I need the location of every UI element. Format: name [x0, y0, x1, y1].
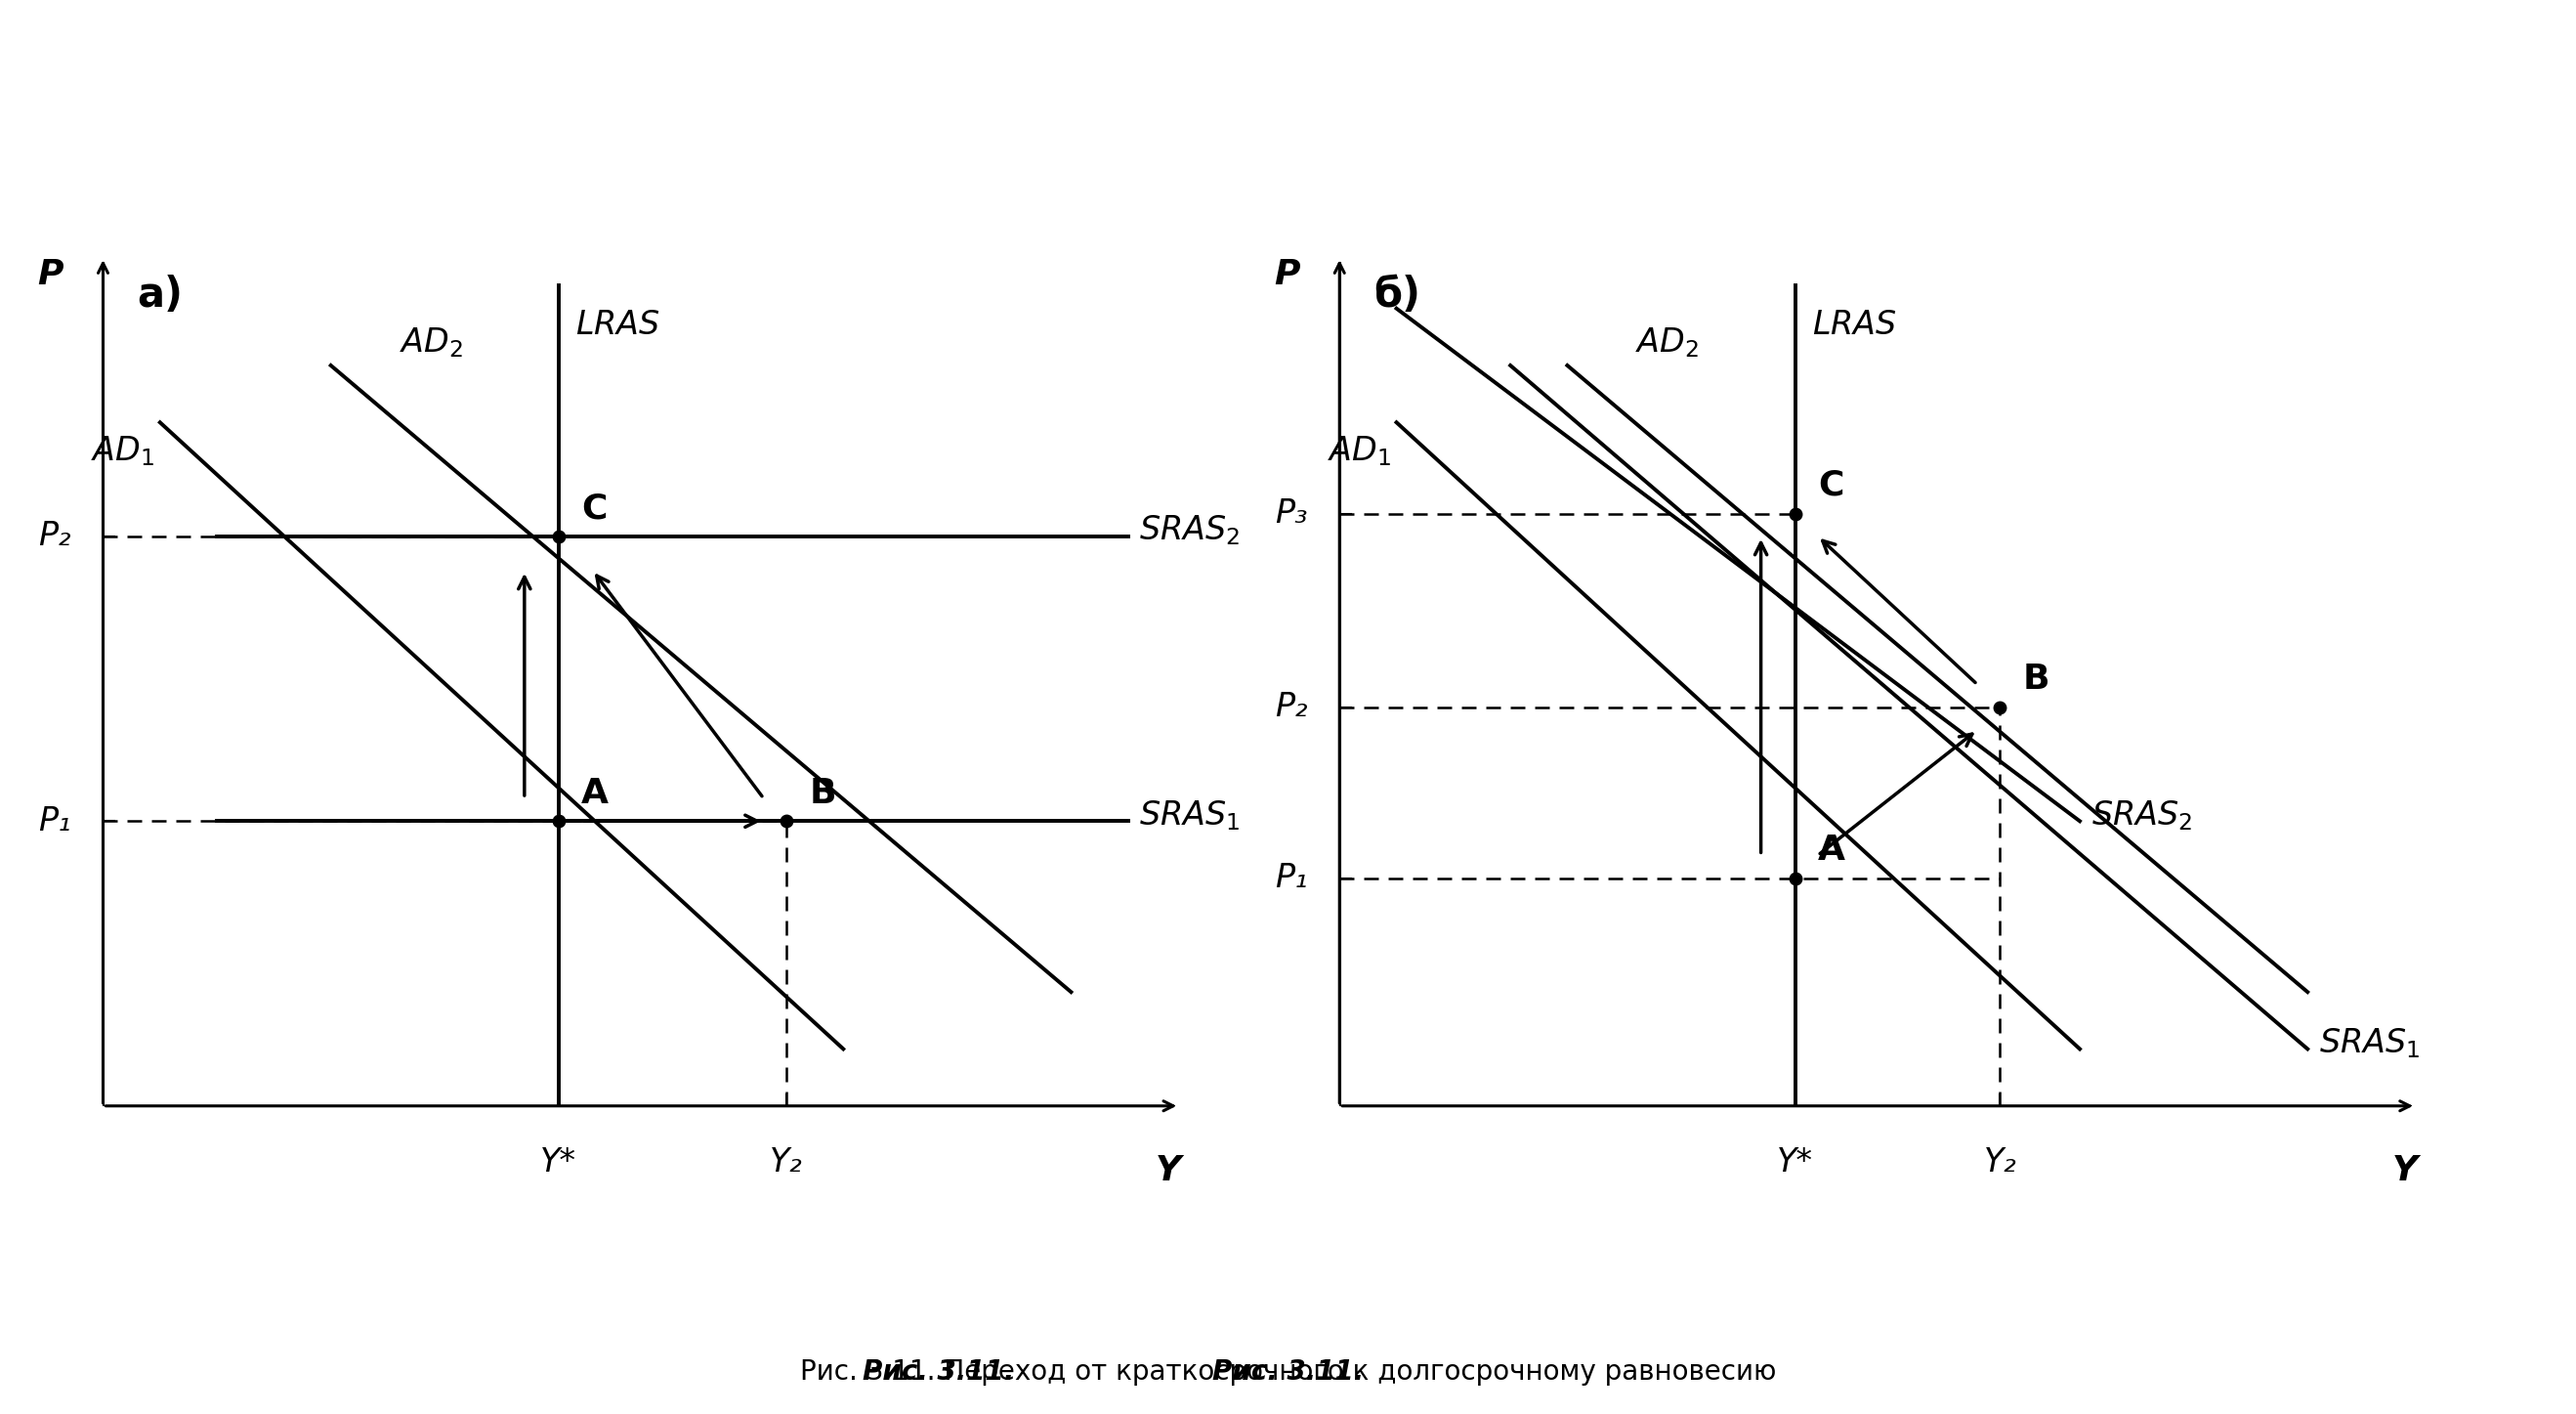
Text: P₁: P₁ [1275, 863, 1309, 894]
Text: A: A [1819, 833, 1844, 867]
Text: $AD_1$: $AD_1$ [90, 434, 155, 468]
Text: $SRAS_2$: $SRAS_2$ [2092, 799, 2192, 833]
Text: Рис. 3.11.: Рис. 3.11. [1213, 1357, 1363, 1386]
Text: $AD_2$: $AD_2$ [399, 325, 464, 359]
Text: P: P [36, 257, 64, 291]
Text: $AD_1$: $AD_1$ [1327, 434, 1391, 468]
Text: Y: Y [2391, 1154, 2416, 1186]
Text: C: C [582, 492, 608, 525]
Text: $LRAS$: $LRAS$ [1811, 308, 1896, 341]
Text: Рис. 3.11. Переход от краткосрочного к долгосрочному равновесию: Рис. 3.11. Переход от краткосрочного к д… [801, 1357, 1775, 1386]
Text: B: B [2022, 663, 2050, 696]
Text: б): б) [1373, 274, 1419, 315]
Text: P₂: P₂ [39, 520, 72, 553]
Text: Y*: Y* [1777, 1145, 1814, 1178]
Text: Рис. 3.11.: Рис. 3.11. [863, 1357, 1015, 1386]
Text: A: A [582, 776, 608, 810]
Text: P₃: P₃ [1275, 498, 1309, 530]
Text: Y: Y [1154, 1154, 1180, 1186]
Text: Y₂: Y₂ [1984, 1145, 2017, 1178]
Text: P: P [1273, 257, 1301, 291]
Text: $SRAS_1$: $SRAS_1$ [1139, 799, 1239, 833]
Text: $SRAS_2$: $SRAS_2$ [1139, 513, 1239, 547]
Text: Y₂: Y₂ [770, 1145, 804, 1178]
Text: C: C [1819, 469, 1844, 502]
Text: P₂: P₂ [1275, 691, 1309, 724]
Text: $LRAS$: $LRAS$ [574, 308, 659, 341]
Text: Y*: Y* [541, 1145, 577, 1178]
Text: $SRAS_1$: $SRAS_1$ [2318, 1027, 2419, 1060]
Text: B: B [809, 776, 837, 810]
Text: P₁: P₁ [39, 805, 72, 837]
Text: а): а) [137, 274, 183, 315]
Text: $AD_2$: $AD_2$ [1636, 325, 1700, 359]
